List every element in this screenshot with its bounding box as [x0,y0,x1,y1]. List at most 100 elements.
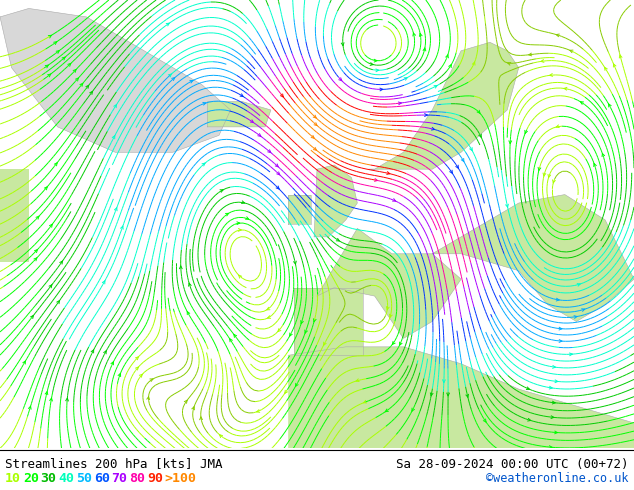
FancyArrowPatch shape [187,312,190,315]
FancyArrowPatch shape [527,418,531,421]
FancyArrowPatch shape [380,88,383,91]
FancyArrowPatch shape [556,125,559,127]
FancyArrowPatch shape [364,400,366,403]
Text: 30: 30 [41,472,56,485]
FancyArrowPatch shape [569,353,573,356]
Polygon shape [0,169,29,262]
FancyArrowPatch shape [139,374,142,377]
FancyArrowPatch shape [34,258,37,261]
Text: Streamlines 200 hPa [kts] JMA: Streamlines 200 hPa [kts] JMA [5,458,223,470]
FancyArrowPatch shape [506,204,508,207]
FancyArrowPatch shape [75,78,79,81]
FancyArrowPatch shape [66,398,68,401]
FancyArrowPatch shape [60,261,63,264]
FancyArrowPatch shape [559,340,562,343]
FancyArrowPatch shape [80,83,83,86]
FancyArrowPatch shape [91,350,94,353]
FancyArrowPatch shape [111,362,113,365]
FancyArrowPatch shape [54,42,57,45]
FancyArrowPatch shape [450,170,453,173]
FancyArrowPatch shape [230,339,232,342]
FancyArrowPatch shape [57,301,60,304]
FancyArrowPatch shape [242,201,245,203]
FancyArrowPatch shape [375,178,377,181]
Polygon shape [0,8,231,152]
FancyArrowPatch shape [166,23,169,26]
FancyArrowPatch shape [341,43,344,46]
FancyArrowPatch shape [276,186,279,189]
FancyArrowPatch shape [529,53,532,56]
FancyArrowPatch shape [280,94,283,97]
FancyArrowPatch shape [36,216,39,219]
FancyArrowPatch shape [538,167,541,171]
FancyArrowPatch shape [45,392,48,395]
FancyArrowPatch shape [472,62,475,65]
FancyArrowPatch shape [150,379,153,381]
FancyArrowPatch shape [447,393,450,396]
FancyArrowPatch shape [275,164,278,167]
FancyArrowPatch shape [313,318,316,322]
FancyArrowPatch shape [323,342,326,345]
FancyArrowPatch shape [44,187,47,190]
FancyArrowPatch shape [73,70,76,73]
Text: 50: 50 [76,472,92,485]
FancyArrowPatch shape [581,309,585,311]
FancyArrowPatch shape [118,373,120,377]
FancyArrowPatch shape [593,164,597,167]
FancyArrowPatch shape [413,33,415,36]
FancyArrowPatch shape [564,87,567,90]
Polygon shape [314,165,358,237]
Text: 90: 90 [147,472,163,485]
FancyArrowPatch shape [613,64,616,67]
FancyArrowPatch shape [115,208,117,211]
FancyArrowPatch shape [574,316,577,318]
FancyArrowPatch shape [147,396,150,400]
FancyArrowPatch shape [55,163,57,166]
Text: 60: 60 [94,472,110,485]
FancyArrowPatch shape [220,190,223,192]
FancyArrowPatch shape [190,80,193,83]
FancyArrowPatch shape [543,173,546,176]
FancyArrowPatch shape [446,55,448,58]
FancyArrowPatch shape [399,342,402,345]
FancyArrowPatch shape [313,147,316,150]
FancyArrowPatch shape [609,104,611,107]
FancyArrowPatch shape [376,69,378,72]
FancyArrowPatch shape [68,63,71,66]
FancyArrowPatch shape [136,367,138,370]
FancyArrowPatch shape [301,320,303,324]
FancyArrowPatch shape [48,35,51,38]
FancyArrowPatch shape [449,65,451,68]
FancyArrowPatch shape [314,122,317,125]
FancyArrowPatch shape [30,316,34,318]
FancyArrowPatch shape [549,386,552,389]
FancyArrowPatch shape [34,249,37,253]
FancyArrowPatch shape [425,114,427,117]
FancyArrowPatch shape [200,417,202,420]
FancyArrowPatch shape [311,135,314,138]
Polygon shape [288,195,311,224]
FancyArrowPatch shape [188,283,191,286]
FancyArrowPatch shape [49,398,53,401]
FancyArrowPatch shape [553,366,555,368]
FancyArrowPatch shape [277,172,280,175]
FancyArrowPatch shape [577,284,580,286]
FancyArrowPatch shape [404,77,407,80]
FancyArrowPatch shape [551,416,554,418]
FancyArrowPatch shape [477,110,480,113]
FancyArrowPatch shape [419,33,422,36]
FancyArrowPatch shape [172,78,175,80]
FancyArrowPatch shape [434,86,437,88]
FancyArrowPatch shape [278,329,281,332]
FancyArrowPatch shape [483,419,486,422]
Text: 70: 70 [112,472,127,485]
FancyArrowPatch shape [548,174,551,177]
FancyArrowPatch shape [62,57,65,60]
FancyArrowPatch shape [285,390,288,393]
FancyArrowPatch shape [525,130,527,133]
FancyArrowPatch shape [49,285,52,288]
FancyArrowPatch shape [305,330,307,333]
FancyArrowPatch shape [430,393,433,396]
FancyArrowPatch shape [581,102,583,104]
Text: 10: 10 [5,472,21,485]
